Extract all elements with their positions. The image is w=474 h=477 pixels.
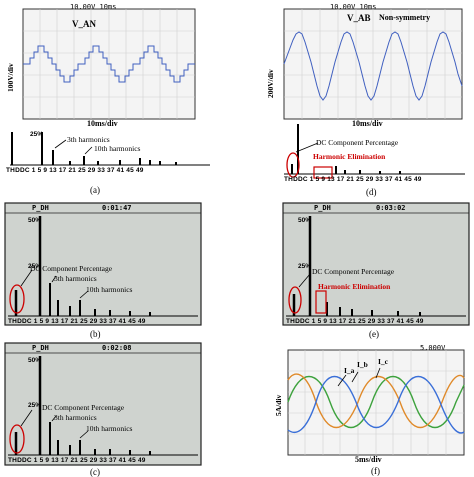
harmonic-ticks: THDDC 1 5 9 13 17 21 25 29 33 37 41 45 4…	[8, 318, 146, 325]
p-label: P_DH	[32, 344, 49, 352]
annot-dc: DC Component Percentage	[316, 138, 399, 147]
annot-dc: DC Component Percentage	[30, 264, 113, 273]
caption-d: (d)	[366, 187, 377, 197]
annot-10th: 10th harmonics	[86, 285, 133, 294]
annot-10th: 10th harmonics	[94, 144, 141, 153]
annot-3th: 3th harmonics	[67, 135, 110, 144]
annot-3th: 3th harmonics	[54, 274, 97, 283]
annot-dc: DC Component Percentage	[312, 267, 395, 276]
x-axis-label: 10ms/div	[352, 119, 383, 128]
phase-c-label: I_c	[378, 357, 388, 366]
caption-b: (b)	[90, 329, 101, 339]
phase-a-current	[287, 375, 465, 429]
vabwave	[283, 31, 463, 101]
time-readout: 0:03:02	[376, 204, 406, 212]
pct-label: 25%	[30, 131, 44, 138]
y-axis-label: 5A/div	[274, 394, 283, 416]
scope-status: 10.00V 10ms	[70, 3, 117, 11]
harmonic-ticks: THDDC 1 5 9 13 17 21 25 29 33 37 41 45 4…	[8, 457, 146, 464]
caption-f: (f)	[371, 466, 380, 476]
signal-label: V_AN	[72, 19, 96, 29]
pct-mid: 25%	[28, 263, 42, 270]
annot-harmonic-elimination: Harmonic Elimination	[318, 282, 391, 291]
x-axis-label: 10ms/div	[87, 119, 118, 128]
scope-status: 5.000V	[420, 344, 446, 352]
annot-dc: DC Component Percentage	[42, 403, 125, 412]
caption-e: (e)	[369, 329, 379, 339]
phase-a-label: I_a	[344, 366, 355, 375]
signal-label: V_AB	[347, 13, 371, 23]
harmonic-ticks: THDDC 1 5 9 13 17 21 25 29 33 37 41 45 4…	[286, 318, 424, 325]
annot-3th: 3th harmonics	[54, 413, 97, 422]
x-axis-label: 5ms/div	[355, 455, 382, 464]
time-readout: 0:02:08	[102, 344, 132, 352]
pct-top: 50%	[298, 217, 312, 224]
annot-10th: 10th harmonics	[86, 424, 133, 433]
pct-mid: 25%	[298, 263, 312, 270]
p-label: P_DH	[32, 204, 49, 212]
pct-top: 50%	[28, 357, 42, 364]
p-label: P_DH	[314, 204, 331, 212]
annot-harmonic-elimination: Harmonic Elimination	[313, 152, 386, 161]
caption-a: (a)	[90, 185, 100, 195]
harmonic-ticks: THDDC 1 5 9 13 17 21 25 29 33 37 41 45 4…	[6, 167, 144, 174]
harmonic-ticks: THDDC 1 5 9 13 17 21 25 29 33 37 41 45 4…	[284, 176, 422, 183]
scope-status: 10.00V 10ms	[330, 3, 377, 11]
pct-mid: 25%	[28, 402, 42, 409]
time-readout: 0:01:47	[102, 204, 132, 212]
non-symmetry-label: Non-symmetry	[379, 13, 431, 22]
vanwave	[23, 45, 195, 83]
phase-b-label: I_b	[357, 360, 368, 369]
pct-top: 50%	[28, 217, 42, 224]
caption-c: (c)	[90, 467, 100, 477]
phase-c-current	[287, 375, 465, 434]
